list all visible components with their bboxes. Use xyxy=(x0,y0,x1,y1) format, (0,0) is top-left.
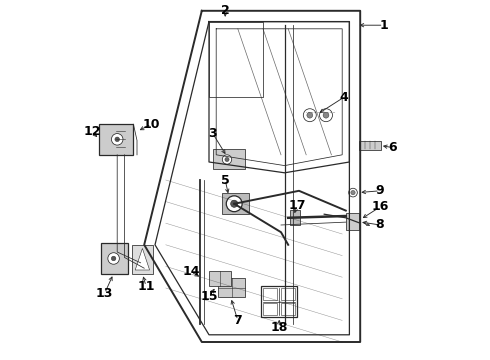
Text: 8: 8 xyxy=(376,219,384,231)
Text: 1: 1 xyxy=(379,19,388,32)
Circle shape xyxy=(111,256,116,261)
Circle shape xyxy=(303,109,316,122)
Circle shape xyxy=(349,188,357,197)
Text: 11: 11 xyxy=(137,280,155,293)
Text: 7: 7 xyxy=(233,314,242,327)
Text: 4: 4 xyxy=(340,91,348,104)
FancyBboxPatch shape xyxy=(346,213,360,230)
Text: 6: 6 xyxy=(388,141,397,154)
Circle shape xyxy=(307,112,313,118)
FancyBboxPatch shape xyxy=(209,271,231,286)
FancyBboxPatch shape xyxy=(101,243,128,274)
FancyBboxPatch shape xyxy=(360,141,381,150)
Polygon shape xyxy=(135,248,149,270)
Circle shape xyxy=(108,253,120,264)
Circle shape xyxy=(323,112,329,118)
Text: 5: 5 xyxy=(221,174,230,186)
Text: 3: 3 xyxy=(208,127,217,140)
Circle shape xyxy=(319,109,333,122)
Circle shape xyxy=(231,200,238,207)
Text: 9: 9 xyxy=(376,184,384,197)
FancyBboxPatch shape xyxy=(290,210,300,225)
Circle shape xyxy=(226,196,242,212)
Text: 2: 2 xyxy=(221,4,230,17)
Text: 15: 15 xyxy=(200,291,218,303)
Text: 16: 16 xyxy=(371,201,389,213)
Text: 14: 14 xyxy=(182,265,200,278)
FancyBboxPatch shape xyxy=(221,193,248,214)
Text: 12: 12 xyxy=(83,125,101,138)
FancyBboxPatch shape xyxy=(261,286,297,317)
FancyBboxPatch shape xyxy=(132,245,153,274)
Text: 10: 10 xyxy=(143,118,160,131)
Circle shape xyxy=(222,155,232,164)
FancyBboxPatch shape xyxy=(218,278,245,297)
Circle shape xyxy=(225,157,229,162)
Circle shape xyxy=(115,137,120,141)
Text: 17: 17 xyxy=(289,199,306,212)
Circle shape xyxy=(351,190,355,195)
FancyBboxPatch shape xyxy=(99,124,133,155)
Circle shape xyxy=(111,134,123,145)
FancyBboxPatch shape xyxy=(213,149,245,169)
Text: 18: 18 xyxy=(270,321,288,334)
Text: 13: 13 xyxy=(96,287,113,300)
